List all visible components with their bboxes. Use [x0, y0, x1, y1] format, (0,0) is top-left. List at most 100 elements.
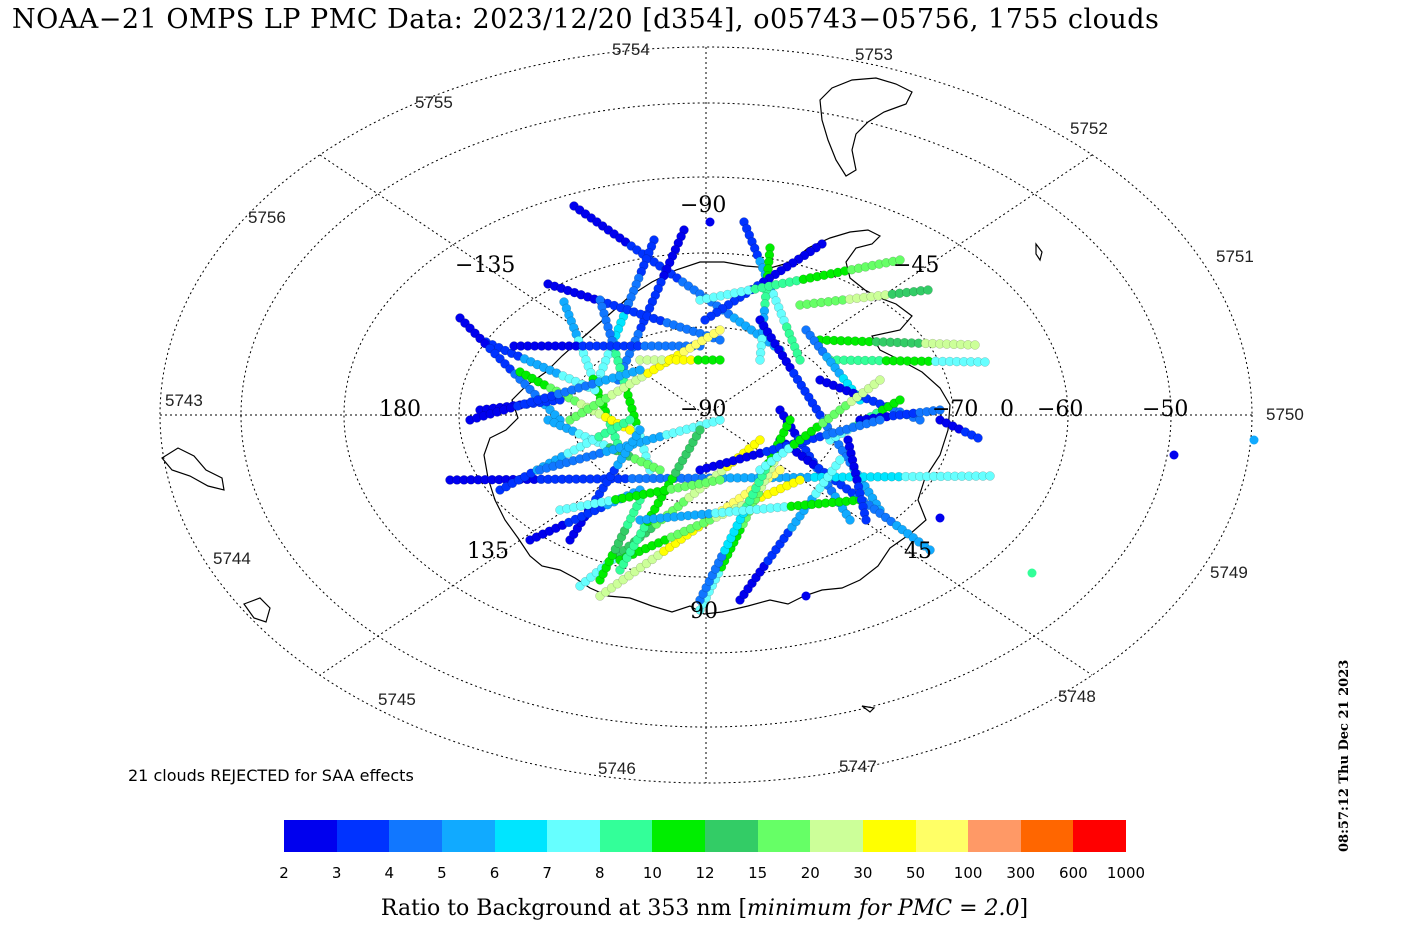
colorbar-tick-label: 600 [1059, 864, 1088, 882]
lat-label-minus70: −70 [932, 397, 978, 422]
pmc-cloud-tracks [445, 201, 1259, 615]
colorbar-segment [862, 820, 916, 852]
pmc-cloud-point [1027, 568, 1037, 578]
rejected-clouds-note: 21 clouds REJECTED for SAA effects [128, 766, 414, 785]
pmc-cloud-point [845, 515, 855, 525]
pmc-cloud-point [715, 475, 725, 485]
pmc-cloud-point [655, 465, 665, 475]
pmc-cloud-point [635, 425, 645, 435]
colorbar-segment [599, 820, 653, 852]
orbit-label-5752: 5752 [1070, 119, 1108, 138]
colorbar-tick-label: 8 [594, 864, 605, 882]
colorbar-tick-label: 15 [748, 864, 768, 882]
orbit-label-5755: 5755 [415, 93, 453, 112]
pmc-cloud-point [935, 513, 945, 523]
colorbar-tick-label: 300 [1006, 864, 1036, 882]
lat-label-minus90: −90 [680, 397, 726, 422]
colorbar-segment [547, 820, 600, 852]
colorbar-tick-label: 2 [279, 864, 289, 882]
orbit-label-5747: 5747 [839, 757, 877, 776]
pmc-cloud-point [715, 325, 725, 335]
lon-label-135: 135 [467, 539, 509, 564]
map-title: NOAA−21 OMPS LP PMC Data: 2023/12/20 [d3… [12, 4, 1160, 35]
lon-label-0: 0 [1000, 397, 1014, 422]
pmc-cloud-point [980, 357, 990, 367]
pmc-cloud-point [973, 433, 983, 443]
lon-label-minus90-top: −90 [680, 193, 726, 218]
colorbar-tick-label: 20 [800, 864, 820, 882]
pmc-cloud-point [875, 415, 885, 425]
meridian-diag-2 [319, 154, 1093, 676]
pmc-cloud-point [625, 415, 635, 425]
colorbar-segment [1020, 820, 1074, 852]
pmc-cloud-point [923, 285, 933, 295]
colorbar-caption-suffix: ] [1019, 896, 1029, 921]
orbit-label-5756: 5756 [248, 208, 286, 227]
colorbar-tick-label: 6 [489, 864, 500, 882]
orbit-label-5744: 5744 [213, 549, 251, 568]
pmc-cloud-point [861, 515, 871, 525]
colorbar-tick-label: 3 [331, 864, 342, 882]
pmc-cloud-point [925, 545, 935, 555]
colorbar-segment [705, 820, 758, 852]
pmc-cloud-point [801, 591, 811, 601]
timestamp: 08:57:12 Thu Dec 21 2023 [1337, 659, 1352, 852]
pmc-cloud-point [795, 475, 805, 485]
colorbar-segment [810, 820, 863, 852]
pmc-cloud-point [985, 471, 995, 481]
orbit-label-5750: 5750 [1266, 405, 1304, 424]
pmc-cloud-point [970, 340, 980, 350]
colorbar-segment [441, 820, 495, 852]
pmc-cloud-point [715, 355, 725, 365]
pmc-cloud-point [715, 335, 725, 345]
pmc-cloud-point [755, 355, 765, 365]
lon-label-180: 180 [379, 397, 421, 422]
pmc-cloud-point [625, 425, 635, 435]
orbit-label-5743: 5743 [165, 391, 203, 410]
colorbar-segment [389, 820, 442, 852]
pmc-cloud-point [875, 375, 885, 385]
colorbar-segment [915, 820, 969, 852]
pmc-cloud-point [1249, 435, 1259, 445]
pmc-cloud-point [935, 405, 945, 415]
colorbar-caption-prefix: Ratio to Background at 353 nm [ [380, 896, 748, 921]
colorbar-ticks: 2 3 4 5 6 7 8 10 12 15 20 30 50 100 300 600 1000 [279, 864, 1145, 884]
latitude-circle-70 [458, 252, 954, 578]
colorbar-tick-label: 5 [437, 864, 447, 882]
lon-label-minus45: −45 [893, 253, 939, 278]
colorbar-caption-italic: minimum for PMC = 2.0 [747, 896, 1020, 921]
pmc-cloud-point [785, 415, 795, 425]
colorbar-segment [284, 820, 337, 852]
pmc-cloud-point [835, 455, 845, 465]
colorbar [284, 820, 1126, 852]
orbit-label-5754: 5754 [612, 40, 650, 59]
lon-label-90-bottom: 90 [690, 599, 718, 624]
pmc-cloud-point [1169, 450, 1179, 460]
colorbar-tick-label: 12 [695, 864, 715, 882]
colorbar-tick-label: 1000 [1106, 864, 1146, 882]
lat-label-minus60: −60 [1037, 397, 1083, 422]
pmc-cloud-point [715, 415, 725, 425]
colorbar-tick-label: 4 [384, 864, 395, 882]
lon-label-45: 45 [904, 539, 932, 564]
colorbar-tick-label: 100 [953, 864, 983, 882]
orbit-label-5751: 5751 [1216, 247, 1254, 266]
pmc-cloud-point [895, 255, 905, 265]
orbit-label-5749: 5749 [1210, 563, 1248, 582]
colorbar-tick-label: 10 [642, 864, 662, 882]
colorbar-segment [336, 820, 390, 852]
colorbar-segment [757, 820, 811, 852]
pmc-cloud-point [755, 435, 765, 445]
colorbar-caption: Ratio to Background at 353 nm [minimum f… [0, 896, 1409, 921]
pmc-cloud-point [700, 315, 710, 325]
colorbar-segment [494, 820, 548, 852]
pmc-cloud-point [705, 217, 715, 227]
colorbar-tick-label: 50 [905, 864, 926, 882]
lon-label-minus135: −135 [455, 253, 515, 278]
grid-labels: −90 −135 −45 180 −90 −70 0 −60 −50 135 4… [379, 193, 1188, 624]
colorbar-tick-label: 30 [853, 864, 873, 882]
orbit-label-5745: 5745 [378, 690, 416, 709]
pmc-cloud-point [695, 425, 705, 435]
lat-label-minus50: −50 [1142, 397, 1188, 422]
